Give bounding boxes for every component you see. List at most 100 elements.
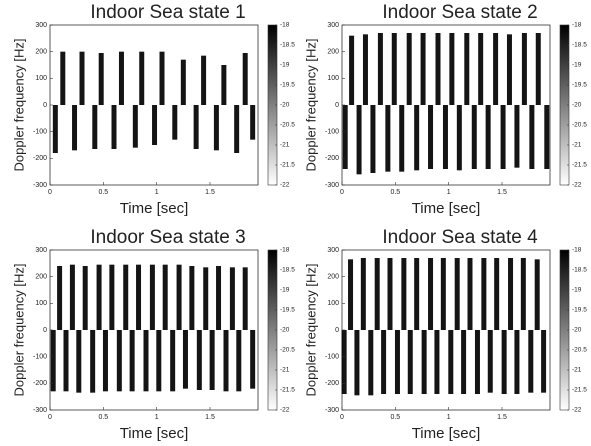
x-tick-label: 1.5 [205,414,215,421]
spike [129,330,135,392]
y-tick-label: 200 [35,49,47,56]
y-axis-label: Doppler frequency [Hz] [11,39,26,172]
x-tick-label: 1.5 [205,189,215,196]
colorbar-tick-label: -18.5 [280,42,295,49]
y-tick-label: 0 [335,102,339,109]
colorbar-tick-label: -18.5 [572,42,587,49]
y-tick-label: 100 [327,75,339,82]
y-tick-label: -100 [33,354,47,361]
spike [520,258,526,330]
spike [493,33,499,105]
spike [368,330,374,396]
y-tick-label: -100 [325,129,339,136]
chart-title: Indoor Sea state 2 [382,2,537,23]
panel: Indoor Sea state 2 Time [sec] Doppler freq… [303,2,587,217]
spike [162,264,168,330]
y-tick-label: -200 [325,155,339,162]
y-axis-label: Doppler frequency [Hz] [11,264,26,397]
colorbar-tick-label: -18.5 [280,267,295,274]
spike [356,105,362,175]
colorbar-tick-label: -22 [280,407,290,414]
x-tick-label: 0 [340,189,344,196]
spike [216,266,222,330]
spike [123,264,129,330]
spike [464,33,470,105]
colorbar-tick-label: -19.5 [280,307,295,314]
y-tick-label: -300 [325,182,339,189]
spike [407,330,413,394]
spike [159,51,165,105]
spike [501,330,507,394]
colorbar-tick-label: -19 [572,62,582,69]
x-tick-label: 1 [447,189,451,196]
x-tick-label: 1 [155,414,159,421]
spike [102,330,108,392]
spike [96,264,102,330]
y-tick-label: 200 [327,274,339,281]
x-axis-label: Time [sec] [120,425,189,442]
spike [421,330,427,394]
spike [481,258,487,330]
spike [374,258,380,330]
spike [76,330,82,393]
spike [348,259,354,330]
y-tick-label: -200 [33,155,47,162]
y-tick-label: 200 [35,274,47,281]
x-axis-label: Time [sec] [412,200,481,217]
spike [494,258,500,330]
spike [52,105,58,153]
spike [172,105,178,140]
spike [381,330,387,394]
spike [394,330,400,394]
spike [229,267,235,330]
spike [180,59,186,105]
spike [370,105,376,173]
spike [111,105,117,149]
spike [57,266,63,330]
spike [449,33,455,105]
colorbar-tick-label: -18 [280,247,290,254]
spike [189,266,195,330]
y-tick-label: -100 [33,129,47,136]
spike [514,330,520,394]
y-tick-label: -300 [325,407,339,414]
spike [428,105,434,169]
spike [534,259,540,330]
spike [109,264,115,330]
spike [170,330,176,392]
spike [385,105,391,172]
spike [116,330,122,392]
panel: Indoor Sea state 3 Time [sec] Doppler freq… [11,227,295,442]
spike [406,33,412,105]
colorbar-tick-label: -19.5 [572,307,587,314]
spike [428,258,434,330]
spike [221,65,227,105]
colorbar-tick-label: -20.5 [280,122,295,129]
spike [193,105,199,149]
colorbar-tick-label: -22 [572,407,582,414]
spike [354,330,360,396]
x-axis-label: Time [sec] [120,200,189,217]
colorbar-tick-label: -22 [572,182,582,189]
spike [201,55,207,105]
spike [69,264,75,330]
spike [139,51,145,105]
panel: Indoor Sea state 4 Time [sec] Doppler freq… [303,227,587,442]
y-tick-label: 0 [43,102,47,109]
spike [72,105,78,151]
spike [92,105,98,149]
spike [420,33,426,105]
y-tick-label: 100 [35,75,47,82]
colorbar-tick-label: -20.5 [572,347,587,354]
spike [250,330,256,389]
spike [442,105,448,169]
x-tick-label: 1 [155,189,159,196]
spike [203,267,209,330]
y-tick-label: -200 [325,380,339,387]
x-tick-label: 0 [340,414,344,421]
colorbar-tick-label: -18.5 [572,267,587,274]
y-tick-label: 300 [35,247,47,254]
spike [474,330,480,394]
y-tick-label: 200 [327,49,339,56]
